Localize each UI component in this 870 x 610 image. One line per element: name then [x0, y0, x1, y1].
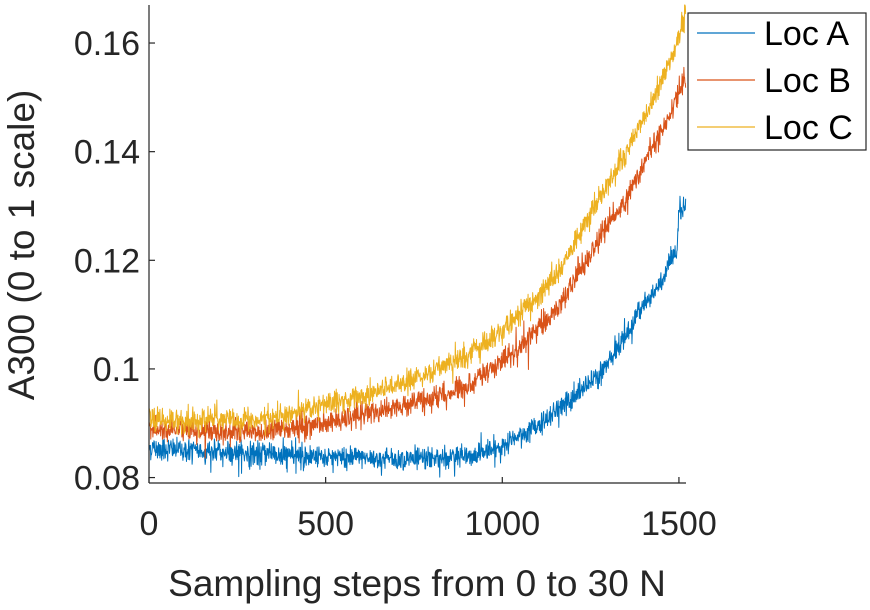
legend-label-loc-a: Loc A: [764, 15, 849, 53]
legend-label-loc-b: Loc B: [764, 62, 851, 100]
series-line-loc-b: [148, 66, 687, 459]
x-tick-label: 1000: [464, 505, 540, 543]
x-tick-label: 1500: [641, 505, 717, 543]
y-tick-label: 0.14: [74, 134, 140, 172]
legend: Loc A Loc B Loc C: [687, 12, 867, 151]
legend-items: Loc A Loc B Loc C: [697, 15, 853, 147]
series-line-loc-a: [148, 195, 687, 478]
tick-layer: 0 500 1000 1500 0.08 0.1 0.12 0.14 0.16: [74, 25, 717, 543]
series-line-loc-c: [148, 4, 687, 438]
legend-label-loc-c: Loc C: [764, 109, 853, 147]
y-tick-label: 0.08: [74, 460, 140, 498]
y-tick-label: 0.1: [93, 351, 140, 389]
y-axis-title: A300 (0 to 1 scale): [1, 90, 42, 401]
series-layer: [148, 4, 687, 478]
x-tick-label: 0: [140, 505, 159, 543]
x-tick-label: 500: [297, 505, 354, 543]
y-tick-label: 0.16: [74, 25, 140, 63]
x-axis-title: Sampling steps from 0 to 30 N: [168, 563, 666, 604]
y-tick-label: 0.12: [74, 242, 140, 280]
